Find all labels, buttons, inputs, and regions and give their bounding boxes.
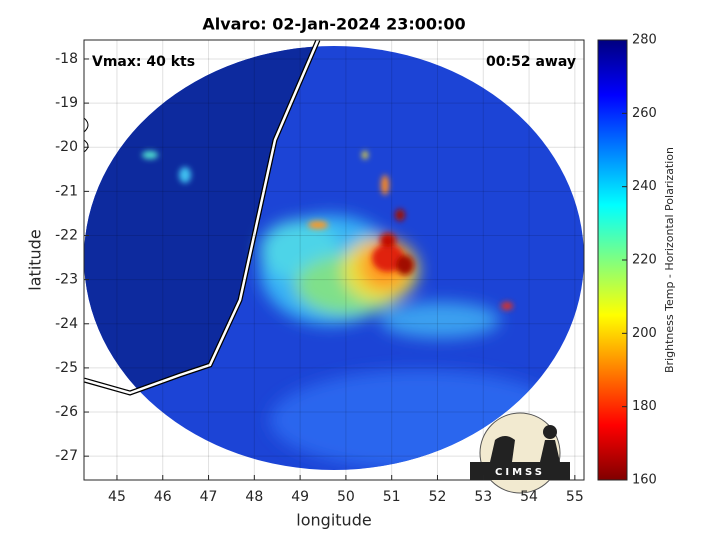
colorbar-label: Brightness Temp - Horizontal Polarizatio… [663,147,676,373]
y-tick-label: -25 [55,360,78,376]
x-tick-label: 48 [245,489,263,505]
y-tick-label: -20 [55,139,78,155]
annotation: Vmax: 40 kts [92,54,195,70]
plot-frame [83,39,585,481]
y-tick-label: -27 [55,448,78,464]
colorbar-tick-label: 180 [632,399,657,414]
grid [84,40,584,480]
x-tick-label: 50 [337,489,355,505]
y-axis-label: latitude [26,229,45,290]
x-axis-label: longitude [296,511,371,530]
y-tick-label: -18 [55,51,78,67]
chart-title: Alvaro: 02-Jan-2024 23:00:00 [202,15,465,34]
x-tick-label: 55 [566,489,584,505]
logo: CIMSS [470,412,570,494]
x-tick-label: 49 [291,489,309,505]
x-tick-label: 51 [383,489,401,505]
y-tick-label: -21 [55,183,78,199]
y-tick-label: -26 [55,404,78,420]
y-tick-label: -24 [55,316,78,332]
x-tick-label: 45 [108,489,126,505]
x-tick-label: 52 [429,489,447,505]
x-tick-label: 47 [200,489,218,505]
colorbar-tick-label: 260 [632,106,657,121]
y-tick-label: -22 [55,228,78,244]
colorbar-tick-label: 220 [632,253,657,268]
x-tick-label: 46 [154,489,172,505]
colorbar-tick-label: 200 [632,326,657,341]
x-tick-label: 54 [520,489,538,505]
x-tick-label: 53 [474,489,492,505]
y-tick-label: -19 [55,95,78,111]
colorbar-tick-label: 240 [632,179,657,194]
colorbar-tick-label: 280 [632,33,657,48]
colorbar-tick-label: 160 [632,473,657,488]
satellite-image [84,40,584,470]
y-tick-label: -23 [55,272,78,288]
annotation: 00:52 away [486,54,576,70]
logo-text: CIMSS [495,467,545,478]
